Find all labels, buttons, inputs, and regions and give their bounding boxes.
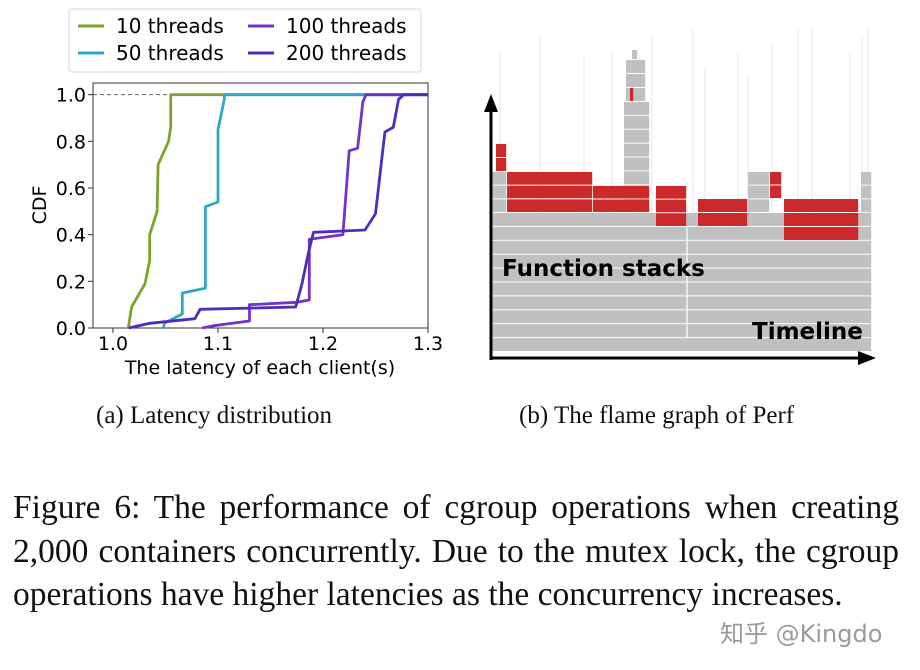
x-tick-label: 1.0	[98, 333, 128, 355]
stack-frame	[492, 185, 507, 199]
y-tick-label: 1.0	[56, 85, 86, 107]
y-tick-label: 0.8	[56, 131, 86, 153]
y-tick-label: 0.4	[56, 225, 86, 247]
hot-frame	[770, 172, 782, 185]
x-tick-label: 1.2	[308, 333, 338, 355]
stack-frame	[861, 185, 872, 199]
legend-label: 10 threads	[116, 14, 224, 38]
stack-frame	[626, 74, 646, 87]
latency-cdf-chart: 10 threads 50 threads 100 threads 200 threa…	[29, 8, 443, 379]
hot-frame	[698, 199, 748, 212]
y-tick-label: 0.0	[56, 318, 86, 340]
hot-frame	[630, 88, 634, 101]
y-axis-arrow	[484, 94, 498, 360]
legend: 10 threads 50 threads 100 threads 200 threa…	[68, 8, 422, 73]
x-tick-label: 1.1	[203, 333, 233, 355]
series-line-10-threads	[126, 93, 428, 329]
legend-label: 50 threads	[116, 41, 224, 65]
legend-label: 100 threads	[286, 14, 407, 38]
stack-frame	[492, 324, 872, 338]
stack-frame	[861, 199, 872, 212]
hot-frame	[656, 199, 687, 213]
hot-frame	[507, 185, 593, 199]
subcaption-b: (b) The flame graph of Perf	[519, 402, 795, 429]
stack-frame	[632, 50, 638, 59]
stack-frame	[492, 172, 507, 185]
legend-label: 200 threads	[286, 41, 407, 65]
stack-frame	[624, 115, 650, 129]
stack-frame	[624, 157, 650, 171]
watermark: 知乎 @Kingdo	[720, 620, 883, 648]
y-tick-label: 0.6	[56, 178, 86, 200]
x-tick-label: 1.3	[413, 333, 443, 355]
stack-frame	[492, 338, 872, 351]
stack-frame	[492, 254, 872, 268]
hot-frame	[784, 227, 859, 240]
stack-frame	[748, 185, 770, 199]
series-line-100-threads	[201, 93, 428, 330]
hot-frame	[507, 199, 593, 212]
function-stacks-label: Function stacks	[502, 256, 705, 282]
stack-frame	[492, 282, 872, 296]
y-axis-label: CDF	[29, 186, 51, 225]
stack-frame	[626, 60, 646, 73]
timeline-arrow	[490, 351, 876, 365]
stack-frame	[492, 296, 872, 310]
plot-frame	[92, 82, 429, 329]
stack-frame	[748, 172, 770, 185]
y-tick-label: 0.2	[56, 271, 86, 293]
figure-caption: Figure 6: The performance of cgroup oper…	[13, 489, 899, 613]
hot-frame	[784, 199, 859, 212]
hot-frame	[507, 172, 593, 185]
hot-frame	[656, 213, 687, 226]
stack-frame	[624, 102, 650, 115]
stack-frame	[748, 199, 770, 212]
series-line-200-threads	[128, 93, 428, 330]
stack-frame	[492, 268, 872, 282]
flame-graph: Function stacks Timeline	[484, 30, 876, 365]
stack-frame	[492, 226, 872, 240]
hot-frame	[593, 199, 650, 212]
stack-frame	[492, 310, 872, 324]
hot-frame	[784, 213, 859, 226]
series-line-50-threads	[162, 93, 428, 329]
stack-frame	[492, 240, 872, 254]
stack-frame	[492, 199, 507, 212]
hot-frame	[656, 186, 687, 199]
subcaption-a: (a) Latency distribution	[96, 402, 333, 429]
hot-frame	[770, 185, 782, 198]
hot-frame	[593, 186, 650, 199]
stack-frame	[624, 129, 650, 143]
stack-frame	[624, 143, 650, 157]
hot-frame	[698, 213, 748, 226]
hot-frame	[496, 144, 507, 157]
stack-frame	[626, 88, 646, 101]
hot-frame	[496, 158, 507, 171]
stack-frame	[861, 172, 872, 185]
x-axis-label: The latency of each client(s)	[124, 357, 395, 379]
stack-frame	[624, 171, 650, 185]
timeline-label: Timeline	[752, 319, 863, 345]
